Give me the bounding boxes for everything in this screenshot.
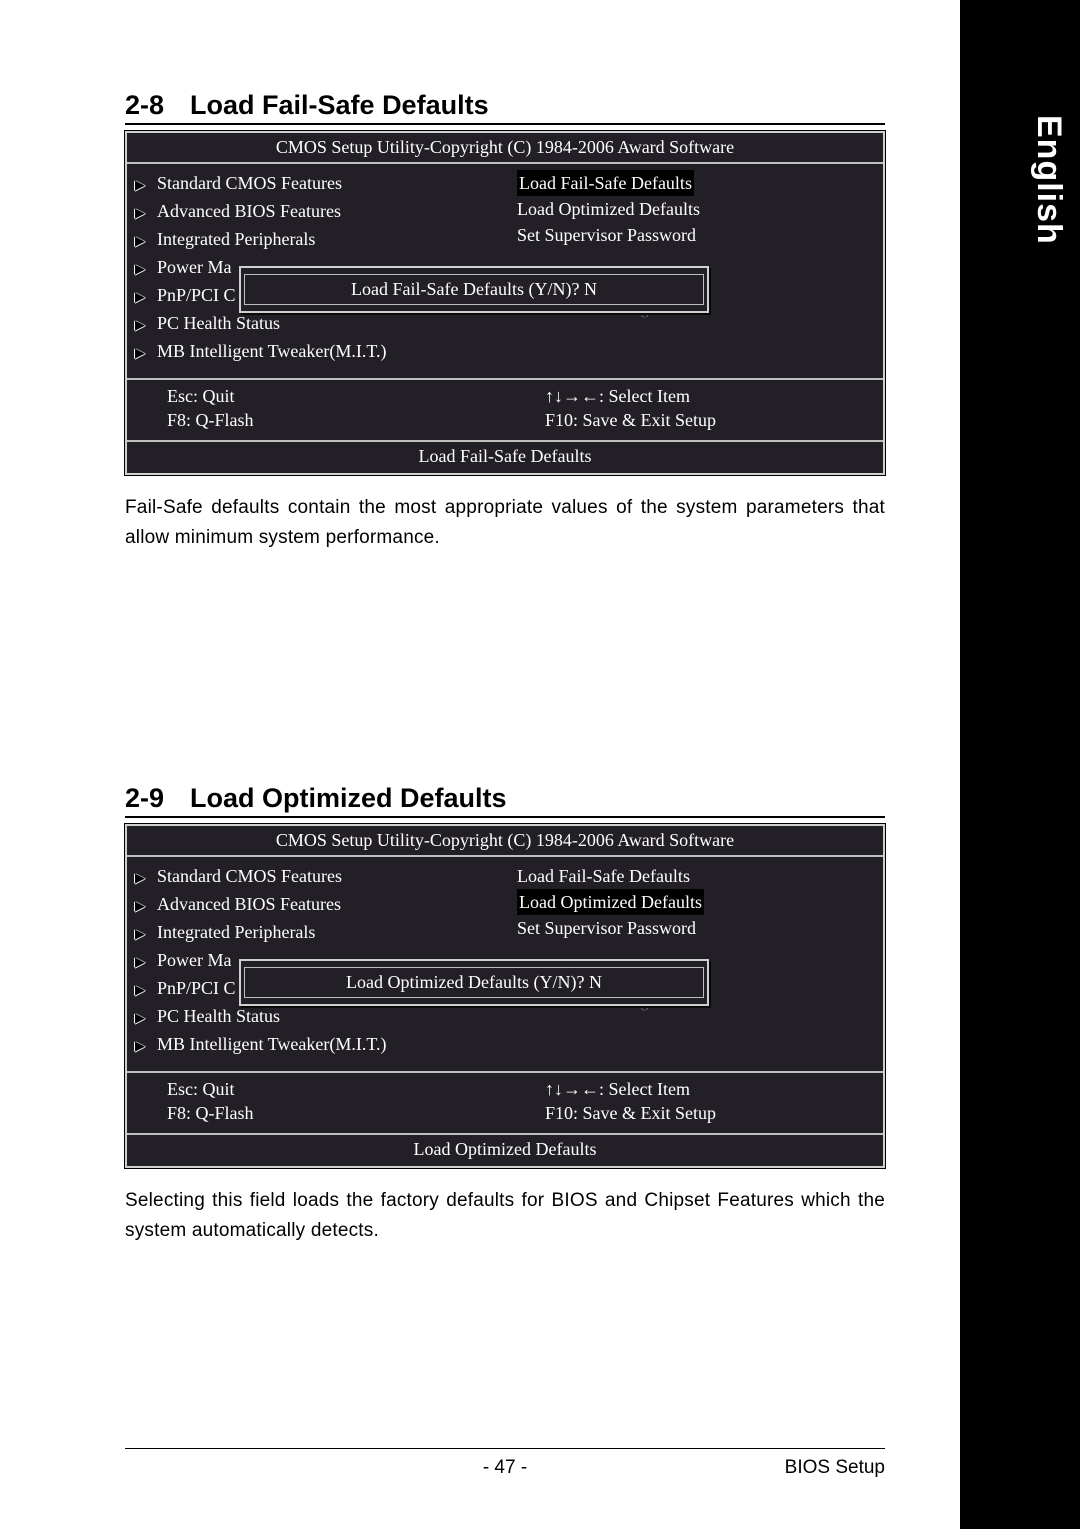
footer-right: BIOS Setup bbox=[785, 1457, 885, 1479]
section-title: Load Fail-Safe Defaults bbox=[190, 90, 489, 120]
bios-header: CMOS Setup Utility-Copyright (C) 1984-20… bbox=[127, 133, 883, 164]
triangle-icon: ▶ bbox=[135, 172, 157, 198]
section-number: 2-9 bbox=[125, 783, 164, 813]
menu-item[interactable]: ▶PC Health Status bbox=[157, 310, 491, 338]
language-tab: English bbox=[1008, 115, 1068, 245]
menu-item[interactable]: Load Optimized Defaults bbox=[517, 196, 869, 222]
help-col-right: ↑↓→←: Select Item F10: Save & Exit Setup bbox=[505, 1073, 883, 1133]
bios-screenshot: CMOS Setup Utility-Copyright (C) 1984-20… bbox=[125, 131, 885, 475]
bios-menu-area: ▶Standard CMOS Features ▶Advanced BIOS F… bbox=[127, 164, 883, 380]
triangle-icon: ▶ bbox=[135, 893, 157, 919]
bios-footer: Load Optimized Defaults bbox=[127, 1135, 883, 1166]
triangle-icon: ▶ bbox=[135, 256, 157, 282]
menu-item[interactable]: ▶Standard CMOS Features bbox=[157, 863, 491, 891]
triangle-icon: ▶ bbox=[135, 312, 157, 338]
bios-screenshot: CMOS Setup Utility-Copyright (C) 1984-20… bbox=[125, 824, 885, 1168]
help-col-left: Esc: Quit F8: Q-Flash bbox=[127, 380, 505, 440]
help-save: F10: Save & Exit Setup bbox=[545, 408, 869, 432]
menu-item[interactable]: ▶MB Intelligent Tweaker(M.I.T.) bbox=[157, 1031, 491, 1059]
bios-header: CMOS Setup Utility-Copyright (C) 1984-20… bbox=[127, 826, 883, 857]
confirm-dialog[interactable]: Load Optimized Defaults (Y/N)? N bbox=[239, 959, 709, 1006]
triangle-icon: ▶ bbox=[135, 284, 157, 310]
help-col-left: Esc: Quit F8: Q-Flash bbox=[127, 1073, 505, 1133]
dialog-text: Load Fail-Safe Defaults (Y/N)? N bbox=[244, 274, 704, 305]
section-number: 2-8 bbox=[125, 90, 164, 120]
menu-item[interactable]: Set Supervisor Password bbox=[517, 222, 869, 248]
help-save: F10: Save & Exit Setup bbox=[545, 1101, 869, 1125]
section-2-8: 2-8 Load Fail-Safe Defaults CMOS Setup Ut… bbox=[125, 90, 925, 553]
bios-menu-area: ▶Standard CMOS Features ▶Advanced BIOS F… bbox=[127, 857, 883, 1073]
menu-item[interactable]: ▶Advanced BIOS Features bbox=[157, 891, 491, 919]
triangle-icon: ▶ bbox=[135, 977, 157, 1003]
help-col-right: ↑↓→←: Select Item F10: Save & Exit Setup bbox=[505, 380, 883, 440]
triangle-icon: ▶ bbox=[135, 949, 157, 975]
menu-item[interactable]: Load Fail-Safe Defaults bbox=[517, 863, 869, 889]
confirm-dialog[interactable]: Load Fail-Safe Defaults (Y/N)? N bbox=[239, 266, 709, 313]
triangle-icon: ▶ bbox=[135, 200, 157, 226]
section-caption: Selecting this field loads the factory d… bbox=[125, 1186, 885, 1246]
section-caption: Fail-Safe defaults contain the most appr… bbox=[125, 493, 885, 553]
menu-item[interactable]: ▶Advanced BIOS Features bbox=[157, 198, 491, 226]
spacer bbox=[125, 553, 925, 783]
bios-helpbar: Esc: Quit F8: Q-Flash ↑↓→←: Select Item … bbox=[127, 1073, 883, 1135]
page-footer: - 47 - BIOS Setup bbox=[125, 1448, 885, 1479]
bios-helpbar: Esc: Quit F8: Q-Flash ↑↓→←: Select Item … bbox=[127, 380, 883, 442]
dialog-text: Load Optimized Defaults (Y/N)? N bbox=[244, 967, 704, 998]
help-select: ↑↓→←: Select Item bbox=[545, 1077, 869, 1101]
triangle-icon: ▶ bbox=[135, 865, 157, 891]
help-quit: Esc: Quit bbox=[167, 384, 491, 408]
help-select: ↑↓→←: Select Item bbox=[545, 384, 869, 408]
menu-item[interactable]: ▶PC Health Status bbox=[157, 1003, 491, 1031]
menu-item[interactable]: ▶Integrated Peripherals bbox=[157, 919, 491, 947]
triangle-icon: ▶ bbox=[135, 340, 157, 366]
menu-item[interactable]: Set Supervisor Password bbox=[517, 915, 869, 941]
triangle-icon: ▶ bbox=[135, 1033, 157, 1059]
page-container: 2-8 Load Fail-Safe Defaults CMOS Setup Ut… bbox=[0, 0, 960, 1529]
help-quit: Esc: Quit bbox=[167, 1077, 491, 1101]
menu-item[interactable]: Load Optimized Defaults bbox=[517, 889, 869, 915]
section-title: Load Optimized Defaults bbox=[190, 783, 507, 813]
main-content: 2-8 Load Fail-Safe Defaults CMOS Setup Ut… bbox=[125, 90, 925, 1246]
triangle-icon: ▶ bbox=[135, 921, 157, 947]
menu-item[interactable]: ▶Integrated Peripherals bbox=[157, 226, 491, 254]
section-heading: 2-8 Load Fail-Safe Defaults bbox=[125, 90, 885, 125]
triangle-icon: ▶ bbox=[135, 1005, 157, 1031]
menu-item[interactable]: ▶Standard CMOS Features bbox=[157, 170, 491, 198]
help-qflash: F8: Q-Flash bbox=[167, 1101, 491, 1125]
menu-item[interactable]: ▶MB Intelligent Tweaker(M.I.T.) bbox=[157, 338, 491, 366]
page-number: - 47 - bbox=[483, 1457, 527, 1479]
section-2-9: 2-9 Load Optimized Defaults CMOS Setup Ut… bbox=[125, 783, 925, 1246]
menu-item[interactable]: Load Fail-Safe Defaults bbox=[517, 170, 869, 196]
triangle-icon: ▶ bbox=[135, 228, 157, 254]
bios-footer: Load Fail-Safe Defaults bbox=[127, 442, 883, 473]
section-heading: 2-9 Load Optimized Defaults bbox=[125, 783, 885, 818]
help-qflash: F8: Q-Flash bbox=[167, 408, 491, 432]
